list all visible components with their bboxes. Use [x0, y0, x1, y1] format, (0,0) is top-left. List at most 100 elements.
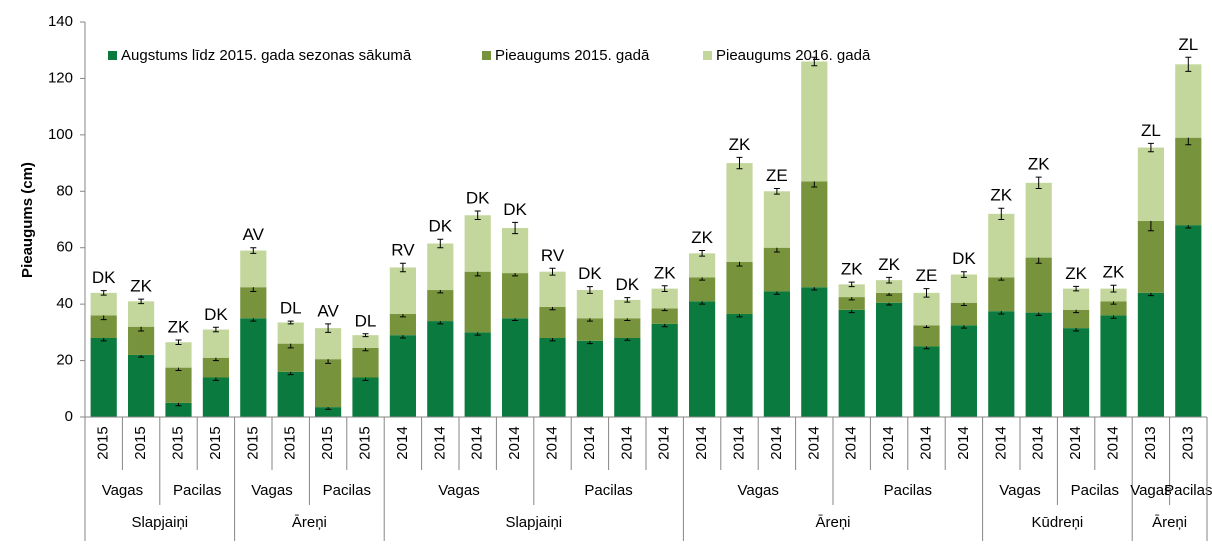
x-tick-label: 2014 [955, 426, 972, 459]
bar-annotation: AV [317, 301, 339, 320]
y-tick-label: 100 [48, 126, 73, 143]
error-bar [773, 187, 780, 195]
bar-segment [427, 290, 454, 322]
bar-segment [389, 335, 416, 417]
group-label: Vagas [251, 482, 292, 499]
x-tick-label: 2014 [506, 426, 523, 459]
bar-annotation: DK [92, 268, 116, 287]
y-axis-label: Pieaugums (cm) [19, 162, 36, 278]
bar-segment [352, 335, 379, 348]
bar-segment [838, 284, 865, 298]
bar-segment [576, 318, 603, 341]
error-bar [362, 333, 369, 338]
bar-segment [689, 277, 716, 302]
bar-segment [988, 311, 1015, 417]
error-bar [325, 323, 332, 333]
bar-segment [651, 308, 678, 324]
bar-segment [576, 290, 603, 319]
bar-segment [988, 277, 1015, 312]
bar-segment [539, 306, 566, 338]
x-tick-label: 2014 [730, 426, 747, 459]
group-label: Pacilas [584, 482, 632, 499]
bar-annotation: ZK [729, 135, 751, 154]
legend-label: Pieaugums 2016. gadā [716, 47, 871, 64]
bar-annotation: ZE [766, 166, 788, 185]
bar-segment [801, 287, 828, 417]
x-tick-label: 2014 [693, 426, 710, 459]
error-bar [1073, 285, 1080, 292]
bar-segment [352, 377, 379, 417]
bar-segment [90, 338, 117, 417]
bar-annotation: DK [204, 305, 228, 324]
x-tick-label: 2014 [1030, 426, 1047, 459]
bar-segment [1063, 288, 1090, 310]
bar-annotation: DK [578, 264, 602, 283]
x-tick-label: 2013 [1179, 426, 1196, 459]
group-label: Vagas [102, 482, 143, 499]
bar-segment [315, 359, 342, 408]
bar-segment [1025, 257, 1052, 313]
bar-segment [277, 322, 304, 344]
bar-segment [913, 346, 940, 417]
x-tick-label: 2014 [768, 426, 785, 459]
bar-segment [726, 261, 753, 315]
error-bar [624, 297, 631, 303]
bar-annotation: ZK [841, 260, 863, 279]
error-bar [549, 267, 556, 276]
bar-segment [165, 342, 192, 368]
bar-segment [315, 407, 342, 417]
bar-segment [689, 301, 716, 417]
legend-label: Pieaugums 2015. gadā [495, 47, 650, 64]
x-tick-label: 2014 [543, 426, 560, 459]
bar-segment [950, 302, 977, 326]
bar-segment [913, 292, 940, 326]
error-bar [923, 288, 930, 298]
error-bar [512, 221, 519, 235]
error-bar [811, 56, 818, 67]
bar-segment [801, 61, 828, 182]
bar-segment [202, 329, 229, 358]
error-bar [699, 250, 706, 257]
bar-annotation: ZK [990, 186, 1012, 205]
bar-segment [950, 274, 977, 303]
bar-segment [1025, 182, 1052, 258]
bar-segment [202, 377, 229, 417]
bar-annotation: RV [391, 241, 415, 260]
error-bar [586, 286, 593, 294]
bar-annotation: RV [541, 246, 565, 265]
bar-segment [763, 247, 790, 292]
bar-segment [502, 273, 529, 319]
x-tick-label: 2014 [431, 426, 448, 459]
bar-segment [90, 315, 117, 338]
bar-segment [277, 371, 304, 417]
x-tick-label: 2015 [356, 426, 373, 459]
x-tick-label: 2015 [169, 426, 186, 459]
y-tick-label: 140 [48, 13, 73, 30]
bar-segment [988, 213, 1015, 278]
legend-label: Augstums līdz 2015. gada sezonas sākumā [121, 47, 412, 64]
bar-segment [464, 271, 491, 333]
x-tick-label: 2015 [207, 426, 224, 459]
bar-segment [726, 163, 753, 262]
x-tick-label: 2014 [917, 426, 934, 459]
legend-swatch [108, 51, 117, 60]
bar-annotation: DK [466, 189, 490, 208]
error-bar [960, 271, 967, 278]
bar-segment [576, 340, 603, 417]
bar-segment [1137, 292, 1164, 417]
bar-segment [502, 318, 529, 417]
bar-segment [539, 271, 566, 307]
bar-annotation: ZK [1065, 264, 1087, 283]
bar-segment [240, 287, 267, 319]
error-bar [138, 298, 145, 305]
x-tick-label: 2015 [244, 426, 261, 459]
x-tick-label: 2015 [132, 426, 149, 459]
bar-annotation: DK [615, 275, 639, 294]
bar-segment [90, 292, 117, 316]
error-bar [399, 262, 406, 273]
group-label: Vagas [737, 482, 778, 499]
bar-segment [240, 250, 267, 288]
group-label: Pacilas [323, 482, 371, 499]
bar-segment [876, 302, 903, 417]
